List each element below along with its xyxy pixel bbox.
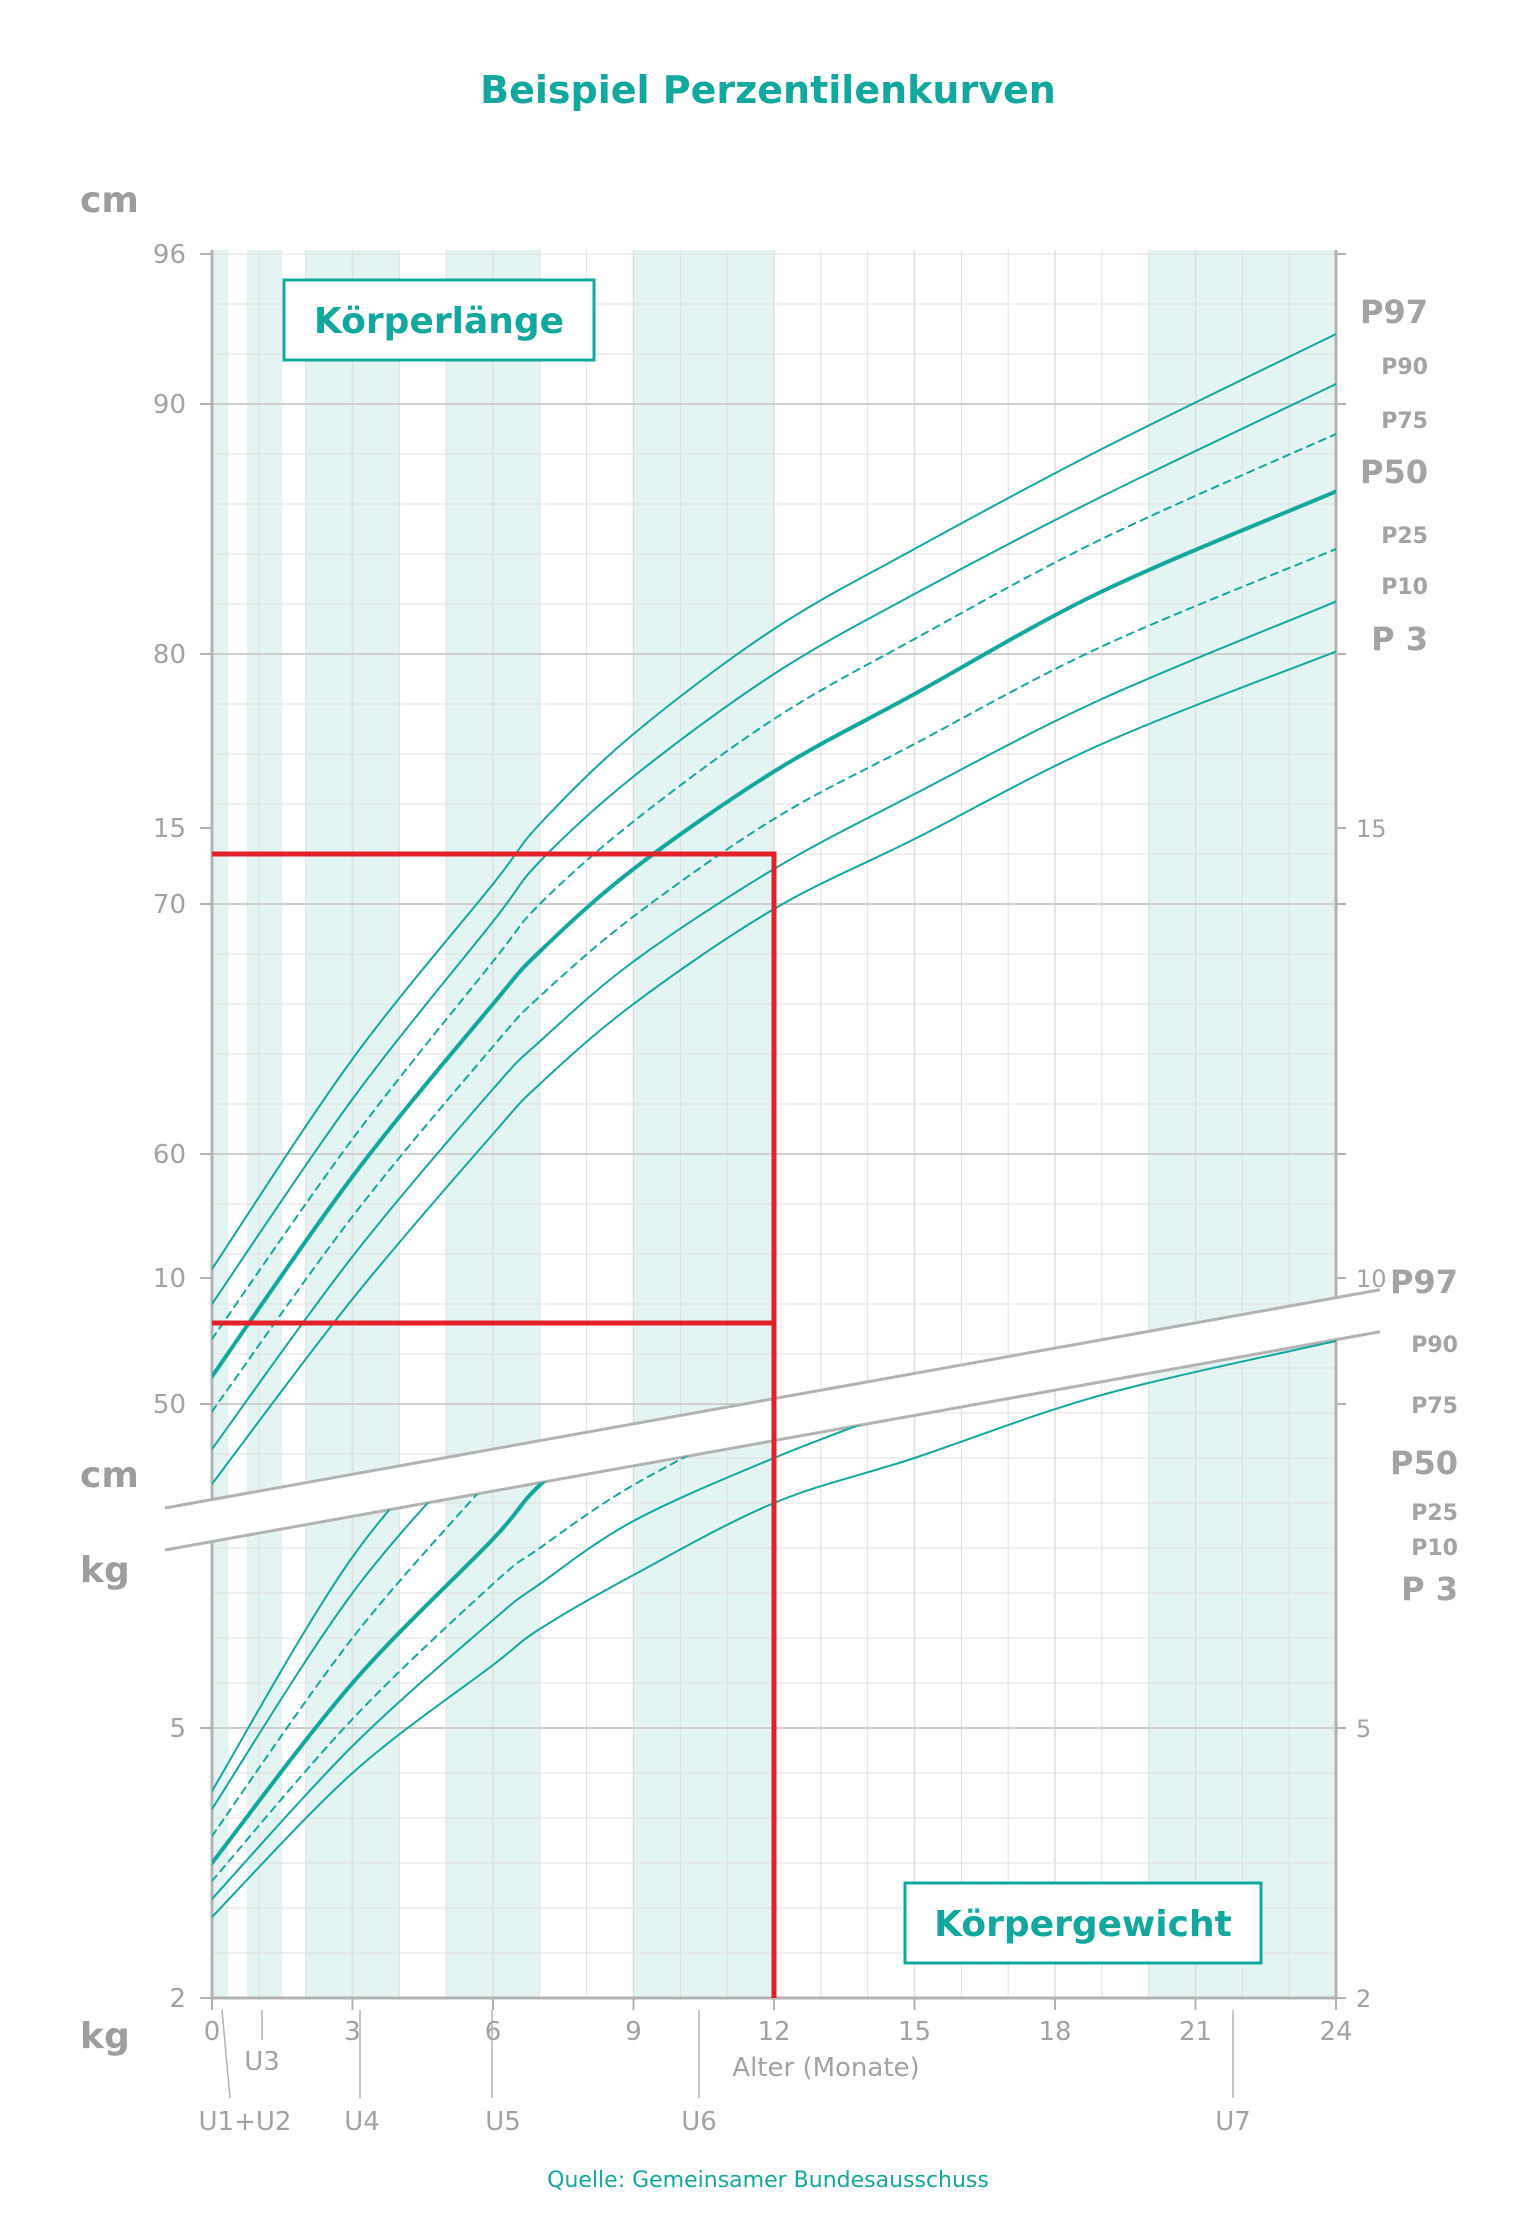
x-tick-label: 9 <box>625 2017 642 2047</box>
exam-label-u7: U7 <box>1215 2107 1251 2137</box>
length-series <box>212 333 1336 1485</box>
y-tick-label: 80 <box>153 640 186 670</box>
chart-title: Beispiel Perzentilenkurven <box>480 68 1056 112</box>
weight-panel-label: Körpergewicht <box>934 1904 1232 1945</box>
y-tick-label-right: 2 <box>1356 1985 1371 2013</box>
exam-label-u6: U6 <box>681 2107 717 2137</box>
weight-label-p10: P10 <box>1411 1536 1458 1561</box>
length-label-p3: P 3 <box>1371 620 1428 658</box>
length-label-p50: P50 <box>1360 453 1428 491</box>
exam-label-u5: U5 <box>485 2107 521 2137</box>
length-marker <box>212 851 777 1391</box>
unit-label-kg: kg <box>80 1550 130 1591</box>
length-percentile-labels: P97 P90 P75 P50 P25 P10 P 3 <box>1360 293 1428 658</box>
x-tick-label: 12 <box>757 2017 790 2047</box>
unit-label-kg: kg <box>80 2016 130 2057</box>
exam-labels: U1+U2 U3 U4 U5 U6 U7 <box>199 2009 1251 2137</box>
weight-line-p10 <box>212 1339 1336 1900</box>
length-line-p3 <box>212 650 1336 1485</box>
weight-percentile-labels: P97 P90 P75 P50 P25 P10 P 3 <box>1390 1263 1458 1608</box>
x-tick-label: 24 <box>1319 2017 1352 2047</box>
exam-leader <box>221 2009 231 2099</box>
y-tick-label: 15 <box>153 814 186 844</box>
weight-label-p90: P90 <box>1411 1333 1458 1358</box>
exam-band <box>247 250 283 1998</box>
x-tick-label: 6 <box>485 2017 502 2047</box>
exam-band <box>212 250 229 1998</box>
exam-band <box>633 250 774 1998</box>
weight-label-p3: P 3 <box>1401 1570 1458 1608</box>
length-line-p50 <box>212 489 1336 1379</box>
unit-label-cm: cm <box>80 180 139 221</box>
weight-label-p75: P75 <box>1411 1394 1458 1419</box>
weight-label-p50: P50 <box>1390 1444 1458 1482</box>
weight-label-p97: P97 <box>1390 1263 1458 1301</box>
y-tick-label: 90 <box>153 390 186 420</box>
weight-marker <box>212 1320 777 1998</box>
exam-label-u4: U4 <box>344 2107 380 2137</box>
length-line-p97 <box>212 333 1336 1270</box>
exam-label-u3: U3 <box>244 2047 280 2077</box>
y-tick-label: 5 <box>169 1714 186 1744</box>
weight-line-p97 <box>212 1339 1336 1792</box>
x-tick-label: 15 <box>898 2017 931 2047</box>
length-label-p25: P25 <box>1381 524 1428 549</box>
length-panel-box <box>282 278 596 362</box>
x-axis-title: Alter (Monate) <box>732 2053 919 2083</box>
unit-label-cm: cm <box>80 1455 139 1496</box>
y-tick-label: 70 <box>153 890 186 920</box>
length-panel-label: Körperlänge <box>314 301 564 342</box>
source-credit: Quelle: Gemeinsamer Bundesausschuss <box>547 2168 989 2193</box>
x-tick-label: 3 <box>344 2017 361 2047</box>
length-label-p90: P90 <box>1381 355 1428 380</box>
length-label-p75: P75 <box>1381 409 1428 434</box>
weight-line-p75 <box>212 1339 1336 1837</box>
weight-line-p90 <box>212 1339 1336 1810</box>
exam-label-u1u2: U1+U2 <box>199 2107 292 2137</box>
y-tick-label: 2 <box>169 1984 186 2014</box>
y-ticks: 50 60 70 80 90 96 2 2 5 5 10 10 15 15 <box>153 240 1387 2014</box>
grid <box>212 250 1336 1998</box>
y-tick-label: 50 <box>153 1390 186 1420</box>
y-tick-label-right: 5 <box>1356 1715 1371 1743</box>
x-tick-label: 0 <box>204 2017 221 2047</box>
length-grid <box>212 253 1336 1455</box>
y-tick-label-right: 15 <box>1356 815 1387 843</box>
x-tick-label: 21 <box>1179 2017 1212 2047</box>
length-label-p97: P97 <box>1360 293 1428 331</box>
x-tick-label: 18 <box>1038 2017 1071 2047</box>
length-line-p90 <box>212 383 1336 1305</box>
weight-line-p25 <box>212 1339 1336 1882</box>
y-tick-label-right: 10 <box>1356 1265 1387 1293</box>
y-tick-label: 10 <box>153 1264 186 1294</box>
length-line-p10 <box>212 600 1336 1450</box>
x-ticks: 0 3 6 9 12 15 18 21 24 <box>204 1998 1353 2047</box>
y-tick-label: 96 <box>153 240 186 270</box>
weight-line-p3 <box>212 1340 1336 1918</box>
length-label-p10: P10 <box>1381 575 1428 600</box>
weight-label-p25: P25 <box>1411 1501 1458 1526</box>
weight-panel-box <box>903 1881 1263 1965</box>
length-line-p25 <box>212 548 1336 1413</box>
y-tick-label: 60 <box>153 1140 186 1170</box>
length-line-p75 <box>212 433 1336 1340</box>
